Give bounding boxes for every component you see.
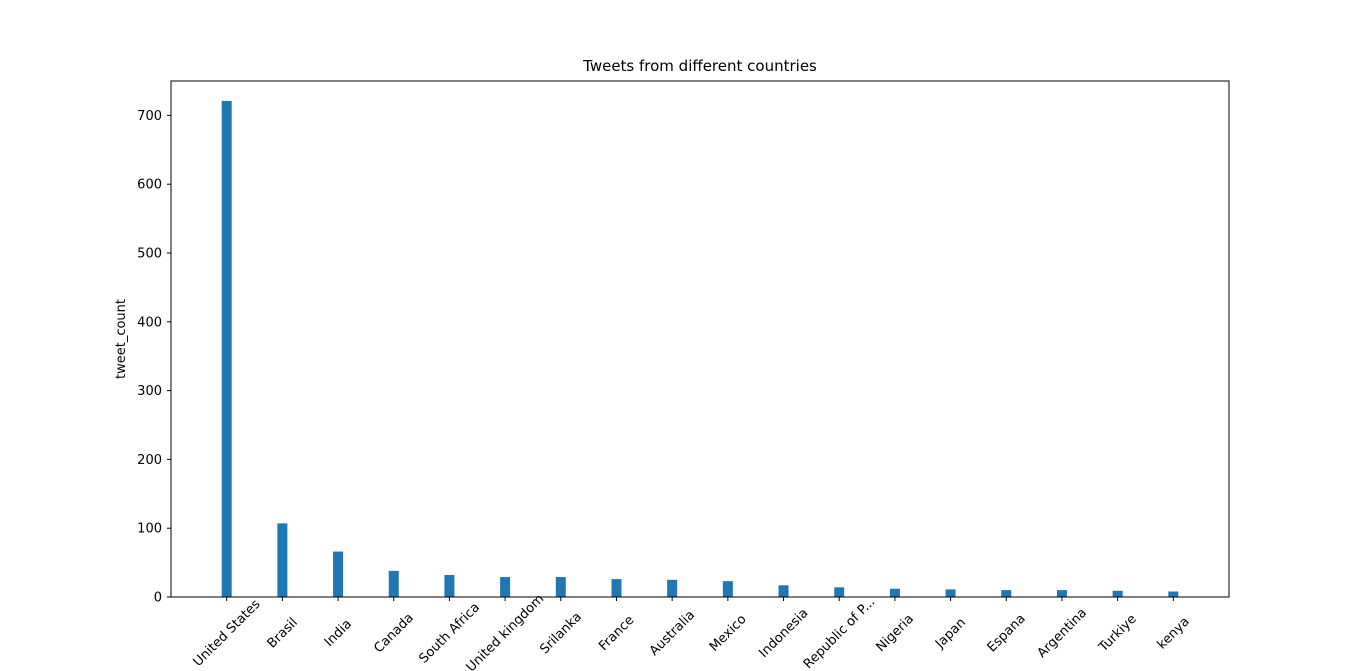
x-tick-label-3: Canada xyxy=(371,611,417,657)
x-tick-label-6: Srilanka xyxy=(537,610,585,658)
x-tick-label-16: Turkiye xyxy=(1096,612,1140,656)
bar-6 xyxy=(555,577,566,597)
x-tick-label-2: India xyxy=(322,617,355,650)
bar-8 xyxy=(667,579,678,597)
bar-4 xyxy=(444,574,455,597)
bar-3 xyxy=(388,570,399,597)
bar-0 xyxy=(221,100,232,598)
bar-16 xyxy=(1112,590,1123,597)
x-tick-label-17: kenya xyxy=(1155,614,1193,652)
x-tick-label-14: Espana xyxy=(985,611,1029,655)
x-tick-label-15: Argentina xyxy=(1035,606,1090,661)
x-tick-label-13: Japan xyxy=(932,615,969,652)
bar-2 xyxy=(333,551,344,597)
y-tick-label-4: 400 xyxy=(137,315,162,330)
bars-group xyxy=(221,100,1179,598)
x-axis: United States Brasil India Canada South Afri… xyxy=(191,592,1193,671)
x-tick-label-0: United States xyxy=(191,597,264,670)
y-axis: 0 100 200 300 400 500 600 700 xyxy=(137,109,171,606)
bar-14 xyxy=(1001,590,1012,597)
plot-frame xyxy=(170,80,1230,598)
y-tick-label-0: 0 xyxy=(154,591,162,606)
bar-17 xyxy=(1168,591,1179,597)
x-tick-label-1: Brasil xyxy=(265,615,301,651)
y-tick-label-5: 500 xyxy=(137,247,162,262)
y-tick-label-3: 300 xyxy=(137,384,162,399)
bar-7 xyxy=(611,579,622,597)
bar-9 xyxy=(722,581,733,597)
bar-1 xyxy=(277,523,288,597)
x-tick-label-8: Australia xyxy=(647,608,698,659)
bar-10 xyxy=(778,585,789,597)
x-tick-label-7: France xyxy=(596,613,637,654)
y-tick-label-1: 100 xyxy=(137,522,162,537)
x-tick-label-9: Mexico xyxy=(707,612,750,655)
x-tick-label-10: Indonesia xyxy=(756,606,811,661)
bar-13 xyxy=(945,589,956,597)
bar-11 xyxy=(834,587,845,597)
chart-title: Tweets from different countries xyxy=(582,57,817,75)
bar-15 xyxy=(1056,590,1067,597)
bar-5 xyxy=(500,577,511,597)
x-tick-label-11: Republic of P... xyxy=(801,595,878,671)
y-tick-label-2: 200 xyxy=(137,453,162,468)
x-tick-label-5: United kingdom xyxy=(464,592,548,671)
bar-12 xyxy=(889,588,900,597)
y-axis-label: tweet_count xyxy=(114,299,129,379)
y-tick-label-6: 600 xyxy=(137,178,162,193)
x-tick-label-12: Nigeria xyxy=(873,612,916,655)
y-tick-label-7: 700 xyxy=(137,109,162,124)
